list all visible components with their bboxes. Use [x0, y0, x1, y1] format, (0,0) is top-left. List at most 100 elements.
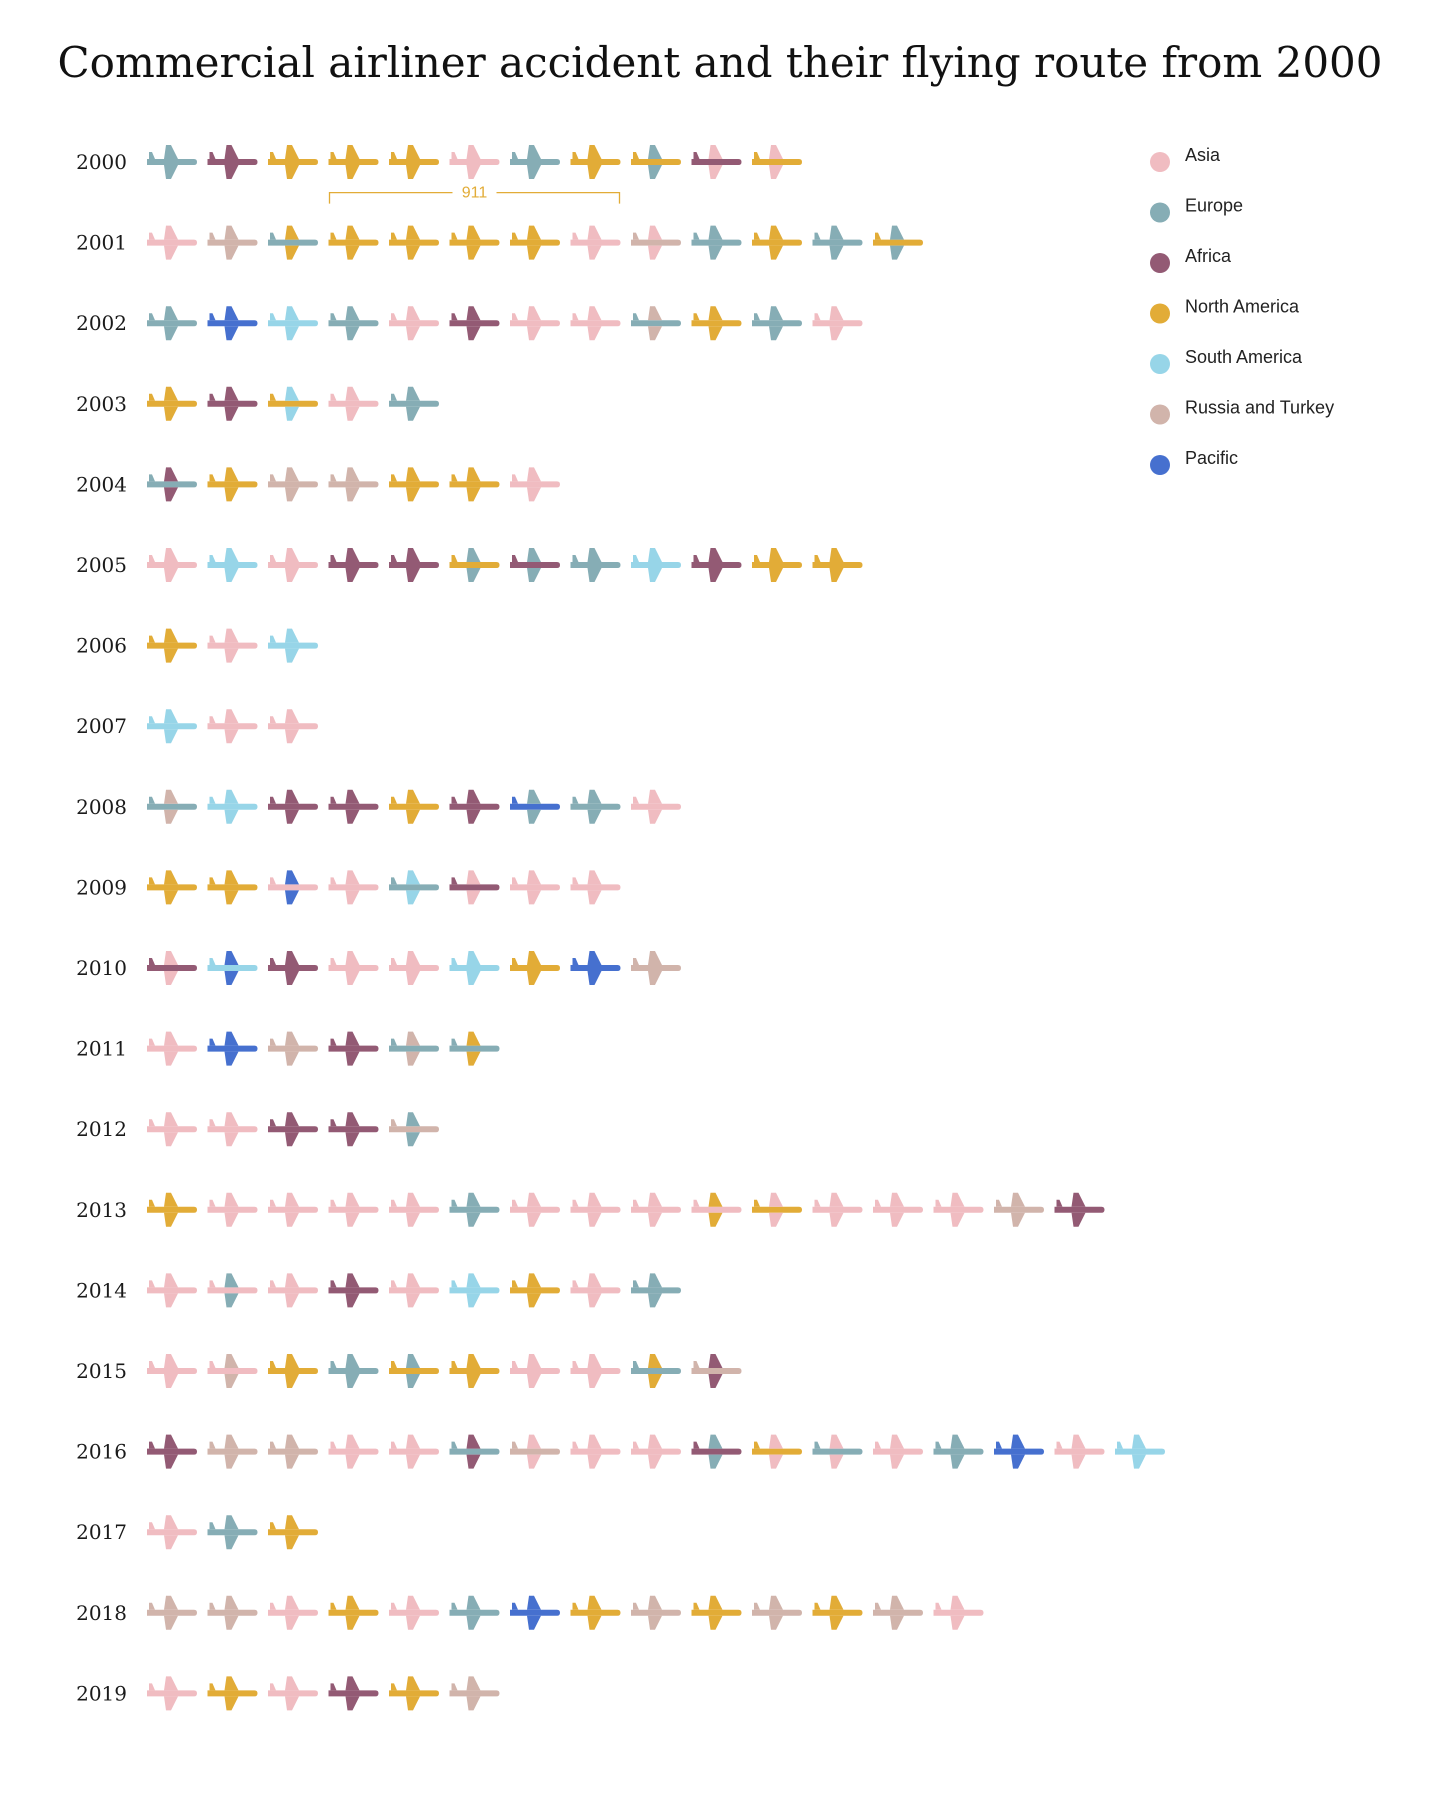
plane-2013-10	[691, 1192, 742, 1227]
year-label-2016: 2016	[76, 1440, 127, 1464]
plane-2002-6	[449, 306, 500, 341]
plane-2010-3	[268, 951, 318, 985]
plane-2004-4	[328, 467, 379, 502]
row-2009: 2009	[76, 870, 621, 905]
row-2011: 2011	[76, 1031, 500, 1066]
plane-2018-12	[812, 1595, 863, 1630]
plane-2016-17	[1115, 1434, 1165, 1469]
legend-label: Pacific	[1185, 448, 1238, 468]
plane-2002-8	[570, 306, 621, 341]
plane-2006-1	[147, 628, 197, 663]
plane-2015-3	[268, 1354, 318, 1388]
year-label-2008: 2008	[76, 795, 127, 819]
row-2000: 2000	[76, 145, 802, 179]
plane-2003-4	[328, 386, 379, 421]
year-label-2011: 2011	[76, 1037, 127, 1061]
year-label-2003: 2003	[76, 392, 127, 416]
plane-2013-8	[570, 1192, 621, 1227]
year-label-2005: 2005	[76, 553, 127, 577]
plane-2018-9	[631, 1595, 681, 1630]
plane-2002-9	[631, 306, 681, 341]
plane-2004-2	[207, 467, 258, 502]
plane-2014-1	[147, 1273, 197, 1308]
row-2001: 2001	[76, 225, 923, 260]
legend-label: Asia	[1185, 145, 1221, 165]
plane-2005-3	[268, 548, 318, 582]
legend-swatch	[1150, 253, 1170, 273]
plane-2015-10	[691, 1354, 742, 1388]
plane-2001-12	[812, 225, 863, 260]
plane-2004-7	[510, 467, 560, 502]
plane-2009-1	[147, 870, 197, 905]
legend-label: Africa	[1185, 246, 1232, 266]
plane-2019-2	[207, 1676, 258, 1711]
plane-2004-5	[389, 467, 439, 502]
row-2002: 2002	[76, 306, 863, 341]
legend-label: Russia and Turkey	[1185, 398, 1334, 418]
chart-title: Commercial airliner accident and their f…	[57, 38, 1383, 87]
year-label-2017: 2017	[76, 1520, 127, 1544]
legend-item-S: South America	[1150, 347, 1303, 374]
year-label-2013: 2013	[76, 1198, 127, 1222]
plane-2011-2	[207, 1031, 258, 1066]
plane-2013-11	[752, 1192, 802, 1227]
plane-2018-2	[207, 1595, 258, 1630]
row-2012: 2012	[76, 1112, 439, 1147]
plane-2004-1	[147, 467, 197, 502]
plane-2019-3	[268, 1676, 318, 1711]
annotation-label: 911	[462, 185, 488, 202]
plane-2008-4	[328, 789, 379, 824]
row-2013: 2013	[76, 1192, 1105, 1227]
plane-2011-1	[147, 1031, 197, 1066]
plane-2009-6	[449, 870, 500, 905]
plane-2000-5	[389, 145, 439, 179]
plane-2010-8	[570, 951, 621, 985]
plane-2015-7	[510, 1354, 560, 1388]
year-label-2015: 2015	[76, 1359, 127, 1383]
row-2016: 2016	[76, 1434, 1165, 1469]
plane-2005-9	[631, 548, 681, 582]
row-2003: 2003	[76, 386, 439, 421]
legend-swatch	[1150, 354, 1170, 374]
plane-2017-3	[268, 1515, 318, 1550]
plane-2006-2	[207, 628, 258, 663]
plane-2000-3	[268, 145, 318, 179]
chart-rows: 2000 2001 2002 2003 2004 2005 2006 2007 2008 2009…	[76, 145, 1165, 1711]
plane-2016-13	[873, 1434, 923, 1469]
plane-2010-5	[389, 951, 439, 985]
plane-2013-12	[812, 1192, 863, 1227]
plane-2013-16	[1054, 1192, 1105, 1227]
plane-2002-4	[328, 306, 379, 341]
plane-2001-9	[631, 225, 681, 260]
plane-2009-7	[510, 870, 560, 905]
plane-2001-13	[873, 225, 923, 260]
plane-2014-7	[510, 1273, 560, 1308]
plane-2018-4	[328, 1595, 379, 1630]
legend-label: South America	[1185, 347, 1303, 367]
row-2004: 2004	[76, 467, 560, 502]
plane-2014-6	[449, 1273, 500, 1308]
plane-2014-4	[328, 1273, 379, 1308]
plane-2005-10	[691, 548, 742, 582]
plane-2008-3	[268, 789, 318, 824]
plane-2000-2	[207, 145, 258, 179]
plane-2019-4	[328, 1676, 379, 1711]
plane-2013-13	[873, 1192, 923, 1227]
plane-2005-1	[147, 548, 197, 582]
plane-2000-7	[510, 145, 560, 179]
plane-2003-5	[389, 386, 439, 421]
year-label-2002: 2002	[76, 311, 127, 335]
plane-2019-1	[147, 1676, 197, 1711]
plane-2018-14	[933, 1595, 984, 1630]
plane-2008-5	[389, 789, 439, 824]
plane-2001-8	[570, 225, 621, 260]
plane-2016-3	[268, 1434, 318, 1469]
plane-2013-7	[510, 1192, 560, 1227]
plane-2001-1	[147, 225, 197, 260]
plane-2006-3	[268, 628, 318, 663]
plane-2012-2	[207, 1112, 258, 1147]
plane-2013-14	[933, 1192, 984, 1227]
row-2007: 2007	[76, 709, 318, 744]
plane-2001-10	[691, 225, 742, 260]
plane-2005-6	[449, 548, 500, 582]
